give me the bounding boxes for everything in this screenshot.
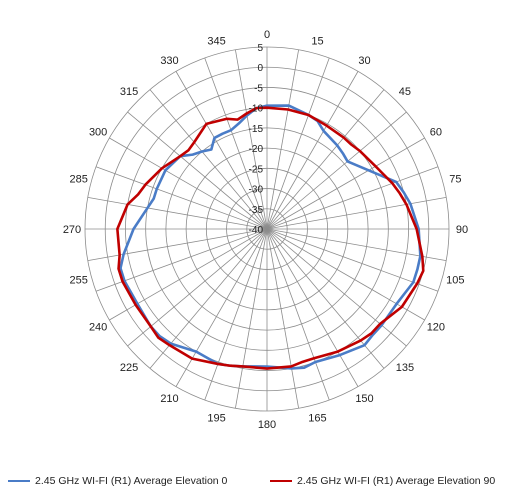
grid-spoke [109, 137, 268, 230]
grid-spoke [204, 57, 268, 230]
angle-label: 270 [63, 224, 81, 236]
radial-tick-label: 5 [257, 43, 263, 54]
legend-item-elevation-0: 2.45 GHz WI-FI (R1) Average Elevation 0 [8, 475, 227, 487]
legend: 2.45 GHz WI-FI (R1) Average Elevation 0 … [0, 472, 529, 496]
radial-tick-label: -40 [249, 225, 264, 236]
radial-tick-label: -35 [249, 205, 264, 216]
grid-spoke [266, 57, 330, 230]
grid-spoke [266, 166, 439, 230]
legend-label-elevation-0: 2.45 GHz WI-FI (R1) Average Elevation 0 [35, 475, 228, 487]
grid-spoke [87, 197, 268, 230]
series-line-1 [116, 106, 425, 370]
radial-tick-label: -25 [249, 164, 264, 175]
angle-label: 225 [120, 362, 138, 374]
grid-spoke [266, 89, 385, 230]
grid-spoke [204, 228, 268, 401]
radial-tick-label: -10 [249, 104, 264, 115]
grid-spoke [127, 111, 268, 230]
grid-spoke [175, 228, 268, 387]
chart-labels: 0 15 30 45 60 75 90 105 120 135 150 165 180 195 210 225… [63, 29, 468, 431]
angle-label: 255 [69, 274, 87, 286]
grid-spoke [266, 137, 425, 230]
legend-swatch-elevation-90 [270, 480, 292, 482]
angle-label: 210 [160, 393, 178, 405]
radial-tick-label: -30 [249, 185, 264, 196]
radial-tick-label: 0 [257, 63, 263, 74]
radial-tick-label: -20 [249, 144, 264, 155]
grid-spoke [235, 228, 268, 409]
polar-chart: 0 15 30 45 60 75 90 105 120 135 150 165 180 195 210 225… [63, 29, 468, 431]
grid-spoke [95, 166, 268, 230]
grid-spoke [175, 71, 268, 230]
angle-label: 120 [427, 322, 445, 334]
grid-spoke [266, 228, 407, 347]
angle-label: 0 [264, 29, 270, 41]
radial-tick-label: -15 [249, 124, 264, 135]
angle-label: 90 [456, 224, 468, 236]
angle-label: 75 [449, 174, 461, 186]
angle-label: 240 [89, 322, 107, 334]
polar-grid [84, 46, 450, 412]
grid-spoke [266, 111, 407, 230]
legend-label-elevation-90: 2.45 GHz WI-FI (R1) Average Elevation 90 [297, 475, 496, 487]
angle-label: 315 [120, 86, 138, 98]
grid-spoke [266, 228, 447, 261]
angle-label: 30 [358, 55, 370, 67]
angle-label: 285 [69, 174, 87, 186]
radial-tick-label: -5 [254, 83, 263, 94]
series-layer [116, 104, 425, 370]
angle-label: 300 [89, 127, 107, 139]
angle-label: 15 [311, 36, 323, 48]
grid-spoke [266, 228, 330, 401]
grid-spoke [87, 228, 268, 261]
angle-label: 135 [396, 362, 414, 374]
legend-swatch-elevation-0 [8, 480, 30, 482]
angle-label: 105 [446, 274, 464, 286]
legend-item-elevation-90: 2.45 GHz WI-FI (R1) Average Elevation 90 [270, 475, 495, 487]
grid-spoke [266, 197, 447, 230]
grid-spoke [266, 228, 299, 409]
angle-label: 345 [207, 36, 225, 48]
angle-label: 180 [258, 419, 276, 431]
grid-spoke [266, 228, 425, 321]
angle-label: 150 [355, 393, 373, 405]
grid-spoke [149, 89, 268, 230]
grid-spoke [235, 49, 268, 230]
angle-label: 195 [207, 412, 225, 424]
grid-spoke [266, 49, 299, 230]
angle-label: 45 [399, 86, 411, 98]
grid-spoke [266, 71, 359, 230]
angle-label: 60 [430, 127, 442, 139]
angle-label: 165 [308, 412, 326, 424]
angle-label: 330 [160, 55, 178, 67]
grid-spoke [266, 228, 439, 292]
grid-spoke [266, 228, 359, 387]
